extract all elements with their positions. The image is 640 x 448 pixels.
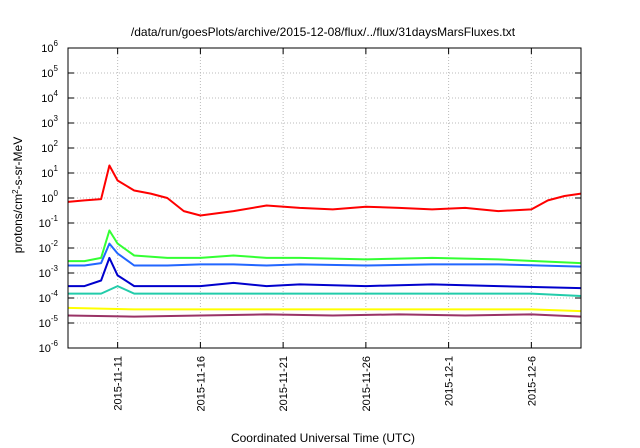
x-tick-label: 2015-11-26 xyxy=(361,356,373,411)
y-tick-label: 10-6 xyxy=(39,339,59,355)
series-4-line xyxy=(68,285,582,297)
grid xyxy=(68,47,581,349)
y-axis-label: protons/cm2-s-sr-MeV xyxy=(11,137,26,253)
x-axis: 2015-11-11 2015-11-16 2015-11-21 2015-11-26… xyxy=(113,48,538,411)
x-tick-label: 2015-11-11 xyxy=(113,356,125,411)
x-tick-label: 2015-12-1 xyxy=(444,356,456,406)
x-tick-label: 2015-12-6 xyxy=(526,356,538,406)
series-0-line xyxy=(67,164,582,217)
series-3-line xyxy=(68,256,582,290)
y-tick-label: 10-5 xyxy=(39,314,59,330)
y-tick-label: 104 xyxy=(41,89,58,105)
y-tick-label: 101 xyxy=(41,164,58,180)
series-5-line xyxy=(67,306,582,313)
y-axis-label-rest: -s-sr-MeV xyxy=(11,137,25,190)
x-tick-label: 2015-11-16 xyxy=(195,356,207,411)
y-tick-label: 10-3 xyxy=(39,264,59,280)
y-tick-label: 102 xyxy=(41,139,58,155)
y-tick-label: 100 xyxy=(41,189,58,205)
y-tick-label: 105 xyxy=(41,64,58,80)
y-axis-label-base: protons/cm xyxy=(11,194,25,253)
chart-title: /data/run/goesPlots/archive/2015-12-08/f… xyxy=(131,25,516,39)
y-axis: 10-6 10-5 10-4 10-3 10-2 10-1 100 101 102 103 104 1… xyxy=(39,39,581,355)
series-1-line xyxy=(68,229,582,265)
y-tick-label: 10-2 xyxy=(39,239,59,255)
y-tick-label: 103 xyxy=(41,114,58,130)
series-layer xyxy=(67,164,582,318)
series-6-line xyxy=(67,313,582,318)
series-2-line xyxy=(68,242,582,268)
x-axis-label: Coordinated Universal Time (UTC) xyxy=(231,431,415,445)
y-axis-label-sup: 2 xyxy=(11,189,20,194)
y-tick-label: 10-4 xyxy=(39,289,59,305)
y-tick-label: 10-1 xyxy=(39,214,59,230)
y-tick-label: 106 xyxy=(41,39,58,55)
x-tick-label: 2015-11-21 xyxy=(278,356,290,411)
